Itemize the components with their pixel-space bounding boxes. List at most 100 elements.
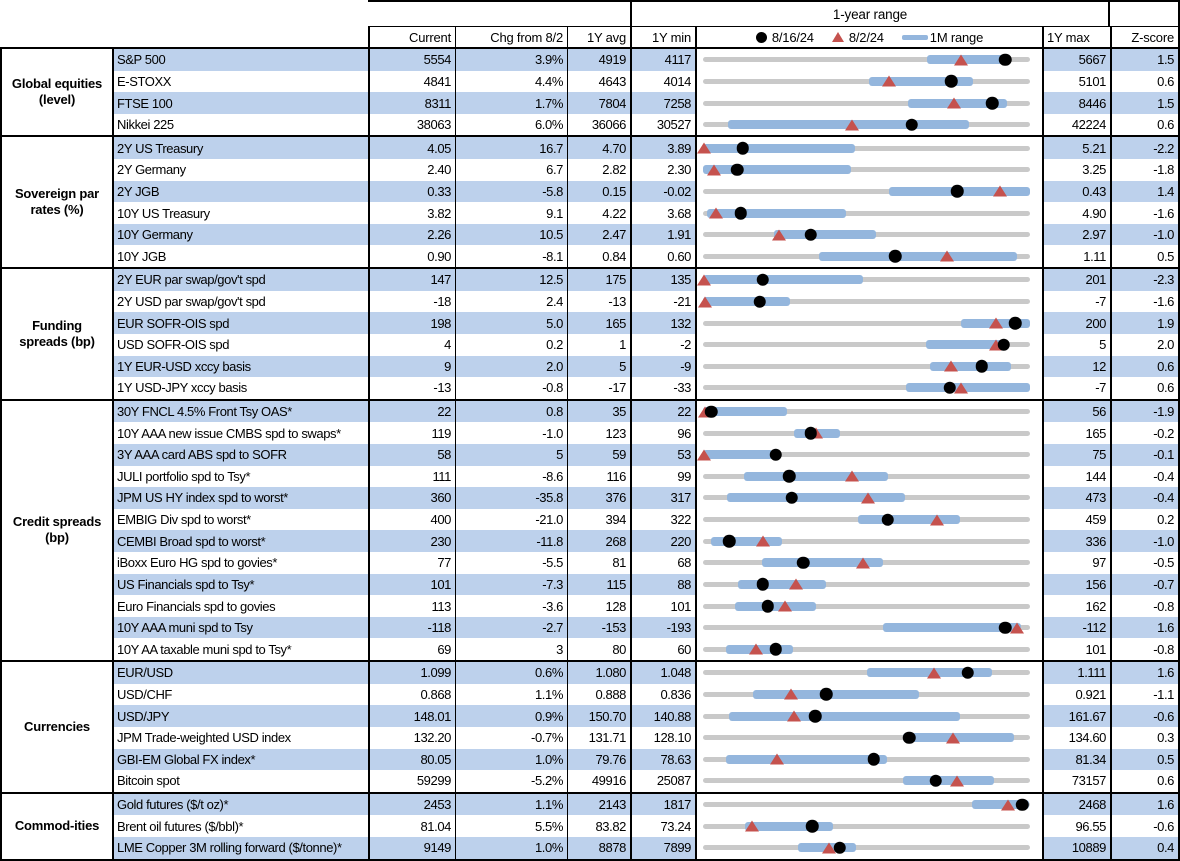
- range-plot: [697, 291, 1030, 313]
- dot-8-16-24-marker: [734, 206, 747, 220]
- section-label: Currencies: [24, 718, 90, 734]
- cell-1y-min: 53: [630, 443, 695, 466]
- range-plot-cell: [695, 422, 1042, 444]
- one-month-range-bar: [703, 407, 788, 417]
- cell-1y-avg: 35: [567, 400, 630, 423]
- range-plot-cell: [695, 355, 1042, 378]
- section-label: Commod-ities: [14, 818, 100, 833]
- cell-chg-from-8-2: 3: [455, 638, 567, 661]
- triangle-8-2-24-marker: [989, 317, 1004, 329]
- range-plot-cell: [695, 573, 1042, 596]
- table-section: Credit spreads (bp) 30Y FNCL 4.5% Front T…: [2, 398, 1178, 661]
- cell-chg-from-8-2: -0.8: [455, 377, 567, 399]
- one-month-range-bar: [929, 361, 1012, 371]
- cell-zscore: 0.6: [1110, 70, 1178, 93]
- cell-chg-from-8-2: -35.8: [455, 487, 567, 509]
- legend-dot-icon: [755, 31, 767, 43]
- triangle-8-2-24-marker: [988, 339, 1003, 351]
- range-plot: [703, 509, 1030, 531]
- one-year-range-track: [703, 167, 1030, 173]
- dot-8-16-24-marker: [905, 118, 919, 131]
- dot-8-16-24-marker: [975, 360, 988, 373]
- one-year-range-track: [703, 100, 1030, 106]
- range-plot-cell: [695, 815, 1042, 837]
- range-plot: [696, 137, 1030, 159]
- table-section: Commod-ities Gold futures ($/t oz)* 2453 1.…: [2, 791, 1178, 859]
- dot-8-16-24-marker: [753, 295, 766, 308]
- triangle-8-2-24-marker: [745, 820, 760, 832]
- header-empty-cell: [1110, 0, 1180, 26]
- one-month-range-bar: [745, 821, 834, 831]
- range-plot-cell: [695, 836, 1042, 859]
- cell-zscore: -1.9: [1110, 400, 1178, 423]
- cell-1y-max: 5667: [1042, 49, 1110, 71]
- cell-zscore: -0.4: [1110, 487, 1178, 509]
- cell-1y-max: 96.55: [1042, 815, 1110, 837]
- cell-1y-avg: 0.84: [567, 245, 630, 268]
- range-plot-cell: [695, 377, 1042, 399]
- cell-chg-from-8-2: -11.8: [455, 530, 567, 553]
- cell-1y-avg: 150.70: [567, 705, 630, 727]
- cell-1y-max: 8446: [1042, 92, 1110, 114]
- cell-1y-max: 134.60: [1042, 726, 1110, 749]
- dot-8-16-24-marker: [1009, 316, 1022, 330]
- row-name: 1Y USD-JPY xccy basis: [112, 377, 368, 399]
- cell-current: 119: [368, 422, 455, 444]
- range-plot-cell: [695, 465, 1042, 488]
- one-year-range-header: 1-year range: [630, 0, 1110, 26]
- cell-1y-avg: 376: [567, 487, 630, 509]
- range-plot: [703, 466, 1030, 488]
- cell-1y-avg: 0.15: [567, 180, 630, 203]
- row-name: 3Y AAA card ABS spd to SOFR: [112, 443, 368, 466]
- dot-8-16-24-marker: [889, 250, 902, 263]
- one-year-range-track: [703, 299, 1030, 304]
- row-name: 10Y AA taxable muni spd to Tsy*: [112, 638, 368, 661]
- cell-current: 101: [368, 573, 455, 596]
- cell-chg-from-8-2: 4.4%: [455, 70, 567, 93]
- header-row-labels: Current Chg from 8/2 1Y avg 1Y min 8/16/…: [0, 26, 1180, 47]
- cell-1y-max: 161.67: [1042, 705, 1110, 727]
- range-plot: [703, 422, 1030, 444]
- cell-1y-max: 56: [1042, 400, 1110, 423]
- cell-zscore: 2.0: [1110, 333, 1178, 356]
- range-plot-cell: [695, 508, 1042, 531]
- column-header-current: Current: [368, 26, 455, 47]
- one-month-range-bar: [703, 297, 790, 306]
- cell-zscore: -2.2: [1110, 137, 1178, 160]
- one-year-range-track: [703, 778, 1030, 784]
- cell-1y-min: 3.89: [630, 137, 695, 160]
- triangle-8-2-24-marker: [949, 775, 964, 787]
- cell-zscore: -0.4: [1110, 465, 1178, 488]
- dot-8-16-24-marker: [820, 688, 833, 701]
- cell-current: 147: [368, 269, 455, 291]
- dot-8-16-24-marker: [951, 185, 964, 198]
- cell-zscore: 0.6: [1110, 377, 1178, 399]
- column-header-zscore: Z-score: [1110, 26, 1180, 47]
- one-year-range-track: [703, 802, 1030, 808]
- range-plot: [703, 638, 1030, 660]
- cell-current: 2453: [368, 793, 455, 816]
- one-month-range-bar: [734, 601, 816, 611]
- cell-current: 360: [368, 487, 455, 509]
- cell-1y-avg: 8878: [567, 836, 630, 859]
- dot-8-16-24-marker: [998, 621, 1012, 634]
- cell-zscore: 1.4: [1110, 180, 1178, 203]
- row-name: E-STOXX: [112, 70, 368, 93]
- cell-chg-from-8-2: 1.1%: [455, 683, 567, 706]
- cell-1y-avg: -13: [567, 290, 630, 313]
- cell-chg-from-8-2: -8.6: [455, 465, 567, 488]
- cell-zscore: 1.5: [1110, 49, 1178, 71]
- cell-chg-from-8-2: 1.0%: [455, 748, 567, 771]
- cell-1y-max: 1.11: [1042, 245, 1110, 268]
- cell-1y-avg: 36066: [567, 113, 630, 136]
- cell-1y-max: 81.34: [1042, 748, 1110, 771]
- range-plot: [703, 71, 1030, 93]
- row-name: 10Y AAA new issue CMBS spd to swaps*: [112, 422, 368, 444]
- cell-1y-max: 2468: [1042, 793, 1110, 816]
- legend-triangle-label: 8/2/24: [848, 29, 884, 45]
- column-header-chg-from-8-2: Chg from 8/2: [455, 26, 567, 47]
- cell-zscore: 1.6: [1110, 793, 1178, 816]
- cell-current: 9149: [368, 836, 455, 859]
- range-plot: [703, 49, 1030, 71]
- cell-chg-from-8-2: 1.0%: [455, 836, 567, 859]
